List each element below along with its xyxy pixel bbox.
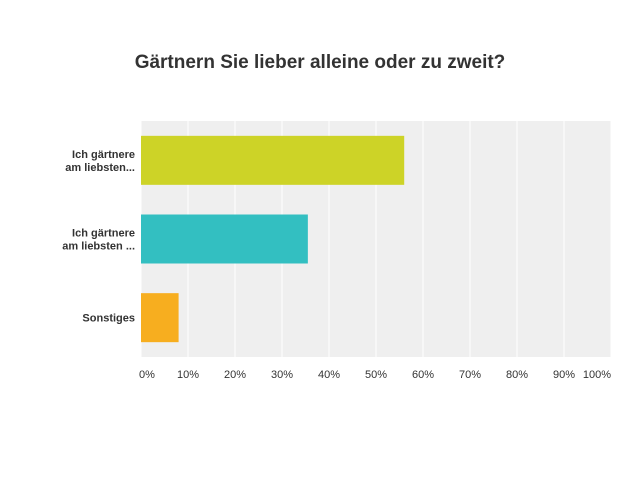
tick-label: 10% — [177, 369, 199, 381]
tick-label: 30% — [271, 369, 293, 381]
tick-label: 90% — [553, 369, 575, 381]
category-label: Sonstiges — [82, 313, 135, 325]
x-axis-ticks: 0% 10% 20% 30% 40% 50% 60% 70% 80% 90% 100% — [139, 369, 611, 381]
tick-label: 20% — [224, 369, 246, 381]
tick-label: 50% — [365, 369, 387, 381]
category-label: Ich gärtnere am liebsten... — [65, 149, 135, 174]
tick-label: 0% — [139, 369, 155, 381]
tick-label: 80% — [506, 369, 528, 381]
bars — [141, 135, 405, 343]
bar — [141, 135, 405, 185]
chart-title: Gärtnern Sie lieber alleine oder zu zwei… — [134, 52, 506, 73]
bar — [141, 293, 179, 343]
category-label: Ich gärtnere am liebsten ... — [62, 228, 135, 253]
category-labels: Ich gärtnere am liebsten... Ich gärtnere am… — [62, 149, 135, 325]
bar — [141, 214, 308, 264]
tick-label: 60% — [412, 369, 434, 381]
tick-label: 40% — [318, 369, 340, 381]
tick-label: 70% — [459, 369, 481, 381]
tick-label: 100% — [583, 369, 611, 381]
